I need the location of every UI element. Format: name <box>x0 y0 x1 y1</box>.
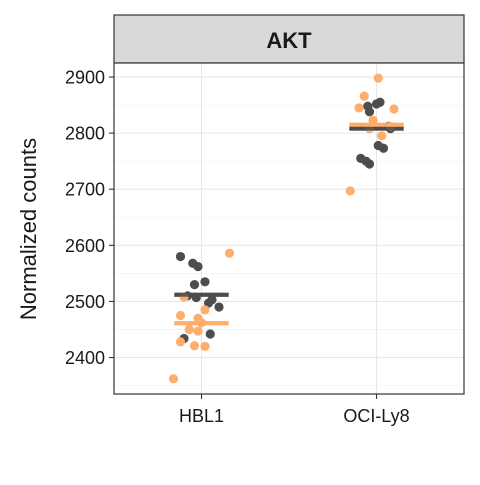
data-point <box>176 311 185 320</box>
data-point <box>206 329 215 338</box>
y-tick-label: 2600 <box>65 236 105 256</box>
data-point <box>193 327 202 336</box>
data-point <box>354 103 363 112</box>
data-point <box>374 74 383 83</box>
data-point <box>190 280 199 289</box>
data-point <box>379 144 388 153</box>
data-point <box>377 131 386 140</box>
data-point <box>365 159 374 168</box>
data-point <box>200 342 209 351</box>
facet-title: AKT <box>266 28 312 53</box>
data-point <box>225 249 234 258</box>
y-tick-label: 2400 <box>65 348 105 368</box>
data-point <box>375 98 384 107</box>
data-point <box>389 104 398 113</box>
x-tick-label: HBL1 <box>179 406 224 426</box>
y-tick-label: 2700 <box>65 180 105 200</box>
data-point <box>169 374 178 383</box>
plot-panel <box>114 63 464 394</box>
data-point <box>193 262 202 271</box>
y-tick-label: 2500 <box>65 292 105 312</box>
x-tick-label: OCI-Ly8 <box>343 406 409 426</box>
data-point <box>346 186 355 195</box>
data-point <box>190 341 199 350</box>
y-tick-label: 2900 <box>65 68 105 88</box>
y-axis-label: Normalized counts <box>16 138 41 320</box>
data-point <box>365 107 374 116</box>
data-point <box>185 325 194 334</box>
data-point <box>200 277 209 286</box>
data-point <box>176 252 185 261</box>
data-point <box>176 337 185 346</box>
y-tick-label: 2800 <box>65 124 105 144</box>
data-point <box>214 302 223 311</box>
data-point <box>200 305 209 314</box>
data-point <box>360 92 369 101</box>
